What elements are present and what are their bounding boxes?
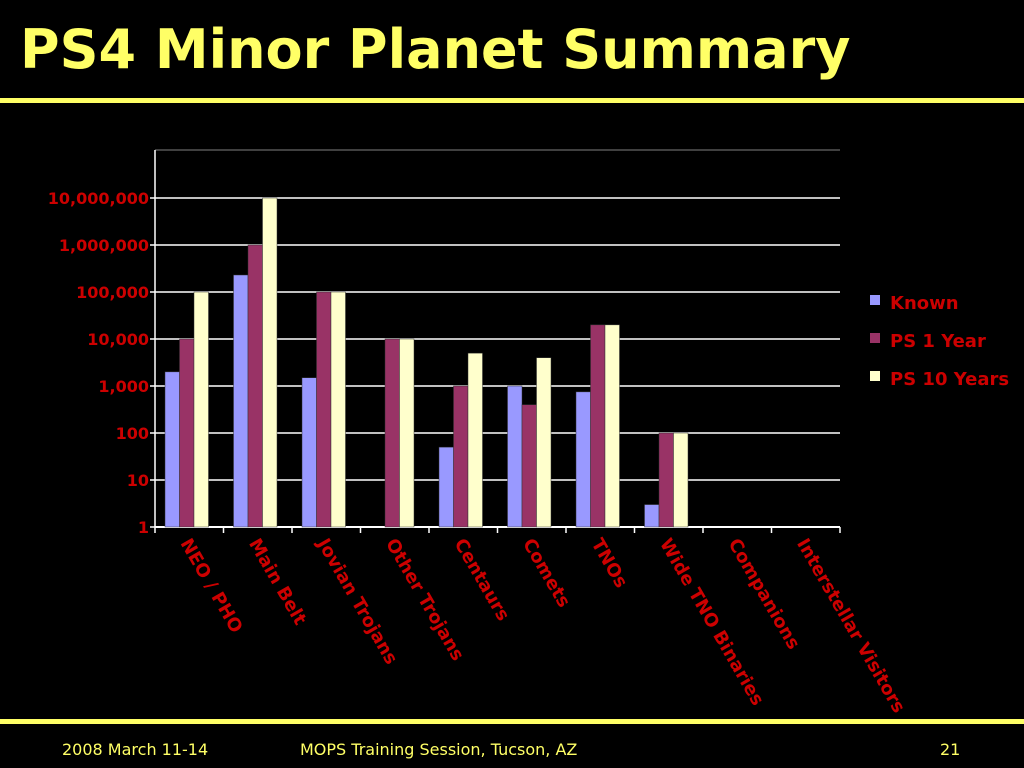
y-tick-label: 100,000 (76, 283, 149, 302)
x-tick-label: Centaurs (450, 535, 514, 625)
bar (247, 244, 263, 528)
legend-swatch (870, 295, 880, 305)
legend-label: Known (890, 293, 959, 314)
bar (658, 432, 674, 528)
bar (604, 324, 620, 528)
y-tick-label: 1 (138, 518, 149, 537)
bar (467, 352, 483, 528)
bar (673, 432, 689, 528)
y-tick-label: 10,000 (87, 330, 149, 349)
footer-date: 2008 March 11-14 (62, 740, 209, 759)
footer-divider (0, 719, 1024, 724)
legend-label: PS 10 Years (890, 369, 1009, 390)
bar (399, 338, 415, 528)
legend-label: PS 1 Year (890, 331, 986, 352)
bar (536, 357, 552, 528)
bar (301, 377, 317, 528)
bar (590, 324, 606, 528)
bar (521, 404, 537, 528)
bar (316, 291, 332, 528)
legend-swatch (870, 333, 880, 343)
page-number: 21 (940, 740, 961, 759)
footer-session: MOPS Training Session, Tucson, AZ (300, 740, 578, 759)
bar (453, 385, 469, 528)
y-tick-label: 100 (116, 424, 149, 443)
bar-chart: 1 10 100 1,000 10,000 100,000 1,000,000 10,000,… (48, 149, 1009, 715)
x-tick-label: NEO / PHO (176, 535, 247, 637)
bar (575, 391, 591, 528)
x-tick-label: Main Belt (244, 535, 310, 629)
bar (179, 338, 195, 528)
bar (438, 446, 454, 528)
bar (644, 504, 660, 528)
bar (262, 197, 278, 528)
x-tick-label: Interstellar Visitors (792, 535, 909, 715)
y-tick-label: 10 (127, 471, 149, 490)
bar (164, 371, 180, 528)
bar (233, 274, 249, 528)
x-tick-label: Companions (724, 535, 804, 653)
y-tick-label: 1,000,000 (59, 236, 149, 255)
y-tick-label: 10,000,000 (48, 189, 149, 208)
bar (330, 291, 346, 528)
slide-title: PS4 Minor Planet Summary (20, 18, 851, 81)
x-tick-label: Comets (518, 535, 574, 611)
title-divider (0, 98, 1024, 103)
bar (193, 291, 209, 528)
x-tick-label: TNOs (587, 535, 632, 592)
bar (507, 385, 523, 528)
legend-swatch (870, 371, 880, 381)
y-tick-label: 1,000 (98, 377, 149, 396)
bar (384, 338, 400, 528)
